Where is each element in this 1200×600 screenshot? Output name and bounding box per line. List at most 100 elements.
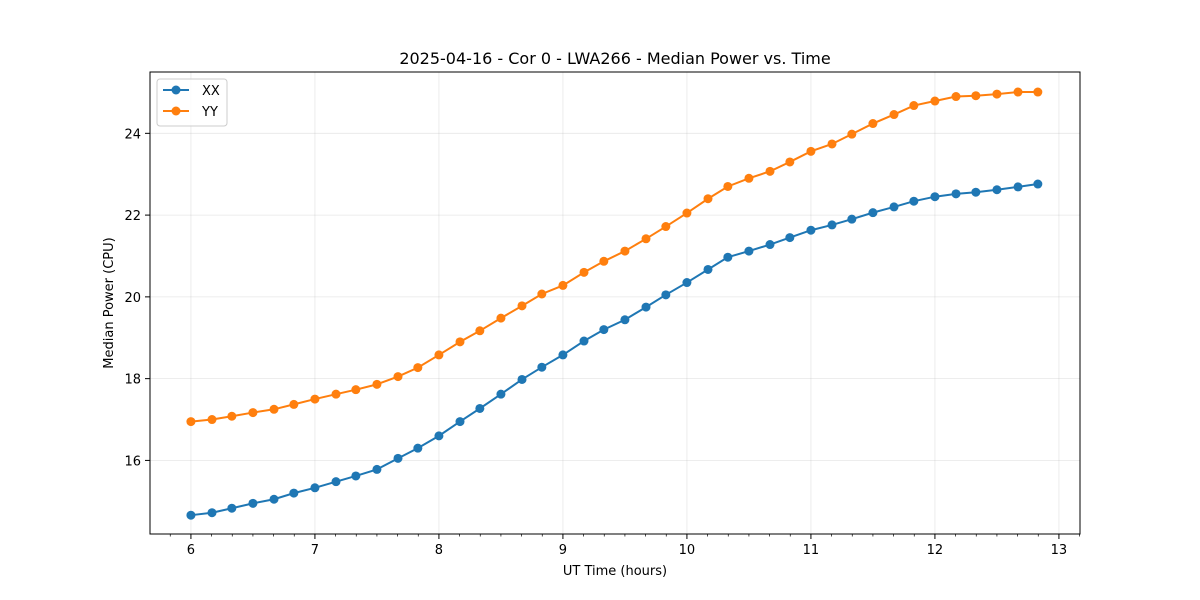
series-line-yy (190, 91, 1038, 423)
data-point-xx (992, 185, 1002, 195)
data-point-yy (620, 246, 630, 256)
y-tick-label: 20 (124, 291, 141, 306)
data-point-xx (496, 389, 506, 399)
data-point-yy (599, 256, 609, 266)
data-point-yy (475, 326, 485, 336)
x-tick-label: 13 (1051, 543, 1068, 558)
data-point-yy (393, 372, 403, 382)
data-point-xx (372, 464, 382, 474)
data-point-xx (785, 233, 795, 243)
data-point-xx (413, 443, 423, 453)
data-point-yy (682, 208, 692, 218)
data-point-xx (351, 471, 361, 481)
data-point-yy (579, 267, 589, 277)
y-tick-label: 22 (124, 209, 141, 224)
data-point-yy (744, 173, 754, 183)
data-point-xx (909, 196, 919, 206)
data-point-xx (682, 278, 692, 288)
data-point-yy (806, 146, 816, 156)
grid (150, 72, 1080, 534)
data-point-xx (475, 403, 485, 413)
data-point-xx (331, 477, 341, 487)
data-point-yy (951, 92, 961, 102)
data-point-yy (1033, 87, 1043, 97)
series-layer (186, 87, 1043, 520)
data-point-yy (413, 363, 423, 373)
data-point-xx (289, 488, 299, 498)
data-point-yy (455, 337, 465, 347)
legend-marker-yy (171, 106, 181, 116)
x-tick-label: 8 (435, 543, 443, 558)
y-tick-label: 24 (124, 127, 141, 142)
data-point-yy (186, 417, 196, 427)
legend: XX YY (156, 78, 228, 127)
y-axis-label: Median Power (CPU) (102, 237, 117, 368)
data-point-yy (930, 96, 940, 106)
data-point-xx (434, 431, 444, 441)
data-point-yy (227, 411, 237, 421)
data-point-yy (703, 194, 713, 204)
data-point-xx (868, 208, 878, 218)
data-point-xx (207, 508, 217, 518)
data-point-xx (744, 246, 754, 256)
data-point-yy (785, 157, 795, 167)
data-point-xx (620, 315, 630, 325)
y-tick-label: 16 (124, 454, 141, 469)
data-point-yy (289, 399, 299, 409)
data-point-xx (1013, 182, 1023, 192)
legend-marker-xx (171, 85, 181, 95)
chart-title: 2025-04-16 - Cor 0 - LWA266 - Median Pow… (399, 49, 830, 68)
data-point-yy (558, 280, 568, 290)
data-point-yy (310, 394, 320, 404)
data-point-yy (248, 408, 258, 418)
data-point-yy (351, 385, 361, 395)
data-point-xx (227, 503, 237, 513)
data-point-xx (393, 453, 403, 463)
data-point-xx (703, 264, 713, 274)
data-point-xx (723, 252, 733, 262)
data-point-xx (641, 302, 651, 312)
data-point-yy (971, 91, 981, 101)
data-point-yy (827, 139, 837, 149)
x-tick-label: 7 (311, 543, 319, 558)
series-line-xx (190, 183, 1038, 517)
x-tick-label: 6 (187, 543, 195, 558)
data-point-xx (310, 483, 320, 493)
x-tick-label: 12 (927, 543, 944, 558)
data-point-yy (868, 119, 878, 129)
data-point-yy (661, 222, 671, 232)
data-point-xx (1033, 179, 1043, 189)
x-axis-label: UT Time (hours) (563, 564, 667, 579)
data-point-yy (269, 404, 279, 414)
x-tick-label: 11 (803, 543, 820, 558)
data-point-yy (847, 129, 857, 139)
data-point-xx (537, 362, 547, 372)
data-point-xx (847, 214, 857, 224)
data-point-xx (971, 187, 981, 197)
data-point-yy (537, 289, 547, 299)
data-point-xx (806, 225, 816, 235)
data-point-yy (889, 110, 899, 120)
x-tick-label: 9 (559, 543, 567, 558)
data-point-xx (558, 350, 568, 360)
data-point-yy (765, 166, 775, 176)
data-point-yy (496, 313, 506, 323)
data-point-xx (455, 417, 465, 427)
data-point-yy (331, 389, 341, 399)
data-point-xx (599, 325, 609, 335)
data-point-xx (889, 202, 899, 212)
data-point-yy (517, 301, 527, 311)
data-point-xx (930, 192, 940, 202)
data-point-yy (1013, 87, 1023, 97)
data-point-yy (909, 101, 919, 111)
data-point-yy (992, 89, 1002, 99)
data-point-xx (765, 240, 775, 250)
data-point-yy (723, 181, 733, 191)
data-point-xx (517, 374, 527, 384)
data-point-yy (207, 415, 217, 425)
data-point-xx (269, 494, 279, 504)
data-point-xx (951, 189, 961, 199)
data-point-yy (641, 234, 651, 244)
legend-label-xx: XX (202, 84, 220, 99)
